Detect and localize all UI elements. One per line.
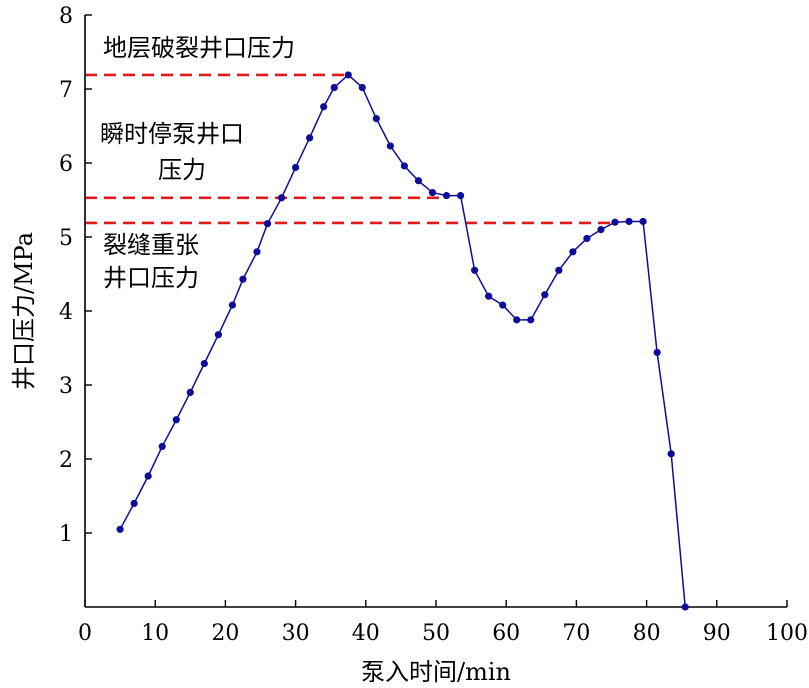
data-point (513, 316, 521, 324)
data-point (597, 226, 605, 234)
data-point (144, 472, 152, 480)
data-point (358, 83, 366, 92)
reference-lines (85, 73, 616, 225)
ticks: 0 10 20 30 40 50 60 70 80 90 100 1 2 3 4 5 6 7 8 (59, 4, 808, 646)
y-tick-label-1: 1 (59, 522, 73, 547)
y-tick-label-2: 2 (59, 448, 73, 473)
data-point (200, 359, 208, 368)
data-point (555, 266, 563, 274)
data-point (456, 191, 465, 200)
anno-shutin-pressure-line2: 压力 (158, 156, 206, 184)
data-point (172, 416, 180, 424)
data-point (653, 348, 661, 357)
data-point (414, 177, 423, 185)
data-point (527, 316, 535, 324)
x-tick-label-30: 30 (282, 621, 310, 646)
anno-reopen-pressure-line1: 裂缝重张 (103, 231, 199, 259)
data-point (499, 301, 507, 309)
data-point (471, 266, 479, 274)
data-point (372, 115, 380, 123)
x-tick-label-90: 90 (703, 621, 731, 646)
x-tick-label-80: 80 (633, 621, 661, 646)
data-point (292, 163, 300, 172)
y-tick-label-5: 5 (59, 226, 73, 251)
data-point (116, 525, 124, 533)
y-tick-label-7: 7 (59, 78, 73, 103)
data-point (253, 248, 261, 256)
data-point (263, 220, 272, 228)
data-point (214, 331, 222, 339)
data-point (428, 189, 437, 197)
data-point (306, 134, 314, 142)
series (116, 71, 689, 611)
data-point (400, 162, 409, 170)
x-axis-title: 泵入时间/min (361, 658, 511, 686)
x-tick-label-0: 0 (78, 621, 92, 646)
data-point (239, 275, 247, 283)
data-point (228, 301, 237, 309)
data-point (583, 234, 591, 243)
data-point (344, 71, 352, 79)
data-point (330, 83, 338, 92)
anno-fracture-pressure: 地层破裂井口压力 (103, 34, 295, 62)
data-point (186, 388, 194, 396)
data-point (442, 191, 451, 200)
data-point (639, 217, 647, 226)
data-point (320, 103, 328, 111)
y-tick-label-4: 4 (59, 300, 73, 325)
x-tick-label-100: 100 (766, 621, 808, 646)
x-tick-label-20: 20 (211, 621, 239, 646)
anno-shutin-pressure-line1: 瞬时停泵井口 (100, 120, 244, 148)
data-point (569, 248, 577, 256)
y-axis-title: 井口压力/MPa (10, 232, 38, 390)
data-point (611, 218, 619, 226)
data-point (541, 291, 549, 299)
y-tick-label-8: 8 (59, 4, 73, 29)
data-point (158, 442, 166, 451)
y-tick-label-6: 6 (59, 152, 73, 177)
data-point (130, 499, 138, 507)
data-point (625, 217, 633, 226)
data-point (485, 292, 493, 300)
x-tick-label-70: 70 (562, 621, 590, 646)
data-point (667, 450, 675, 458)
x-tick-label-50: 50 (422, 621, 450, 646)
axes (84, 15, 787, 608)
data-point (386, 142, 394, 150)
x-tick-label-40: 40 (352, 621, 380, 646)
series-line-0 (119, 73, 686, 608)
data-point (681, 603, 689, 611)
anno-reopen-pressure-line2: 井口压力 (103, 264, 199, 292)
data-point (277, 194, 286, 202)
x-tick-label-10: 10 (141, 621, 169, 646)
y-tick-label-3: 3 (59, 374, 73, 399)
x-tick-label-60: 60 (492, 621, 520, 646)
